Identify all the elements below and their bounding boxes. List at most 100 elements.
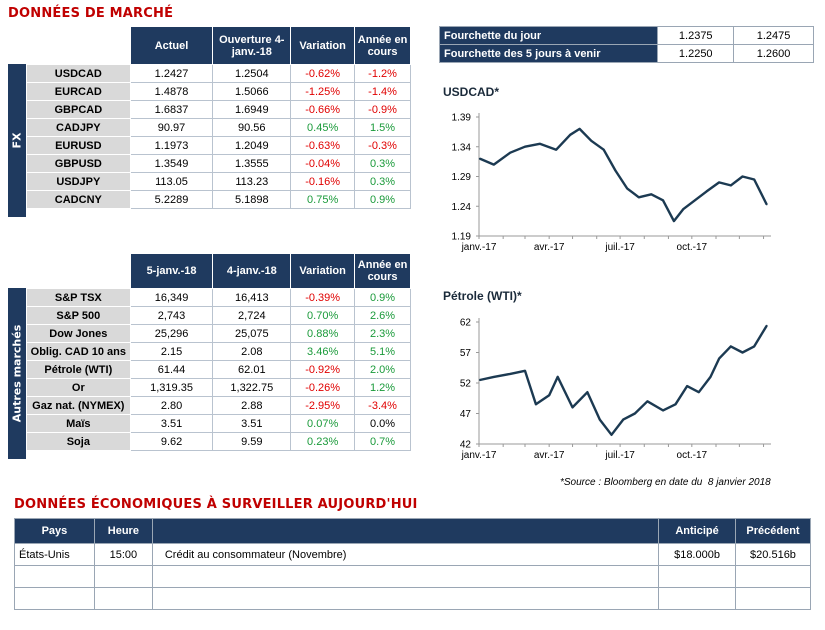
fx-col-header: Variation (290, 26, 356, 65)
row-label: S&P TSX (26, 288, 131, 307)
row-label: Soja (26, 432, 131, 451)
eco-title: DONNÉES ÉCONOMIQUES À SURVEILLER AUJOURD… (14, 497, 418, 512)
value-ytd: 0.7% (354, 432, 411, 451)
value-change: 0.88% (290, 324, 356, 343)
value-current: 1,319.35 (129, 378, 214, 397)
data-point (765, 203, 768, 206)
eco-header-precedent: Précédent (735, 518, 811, 544)
data-point (718, 181, 720, 184)
data-point (673, 220, 675, 222)
table-row: S&P TSX 16,349 16,413 -0.39% 0.9% (26, 288, 411, 307)
table-row: Soja 9.62 9.59 0.23% 0.7% (26, 432, 411, 451)
eco-heure (93, 565, 153, 588)
value-previous: 3.51 (212, 414, 292, 433)
eco-header-pays: Pays (14, 518, 95, 544)
x-tick-label: janv.-17 (461, 450, 497, 461)
table-row: Maïs 3.51 3.51 0.07% 0.0% (26, 414, 411, 433)
table-row: USDCAD 1.2427 1.2504 -0.62% -1.2% (26, 64, 411, 83)
data-point (753, 345, 756, 348)
range-label: Fourchette des 5 jours à venir (438, 44, 659, 63)
usdcad-chart-title: USDCAD* (443, 85, 500, 99)
data-point (662, 199, 664, 202)
eco-anticipe (658, 587, 736, 610)
y-tick-label: 1.19 (452, 232, 472, 243)
x-tick-label: juil.-17 (604, 242, 635, 253)
table-row: Dow Jones 25,296 25,075 0.88% 2.3% (26, 324, 411, 343)
table-row: GBPCAD 1.6837 1.6949 -0.66% -0.9% (26, 100, 411, 119)
row-label: GBPCAD (26, 100, 131, 119)
value-previous: 62.01 (212, 360, 292, 379)
eco-event (151, 587, 660, 610)
data-point (602, 148, 605, 151)
other-side-label: Autres marchés (8, 288, 26, 459)
data-point (634, 412, 636, 415)
usdcad-chart: 1.19 1.24 1.29 1.34 1.39 janv.-17 avr.-17 juil.… (452, 113, 771, 253)
other-markets-table: 5-janv.-18 4-janv.-18 Variation Année en… (26, 253, 411, 451)
value-current: 1.4878 (129, 82, 214, 101)
table-row (14, 565, 811, 588)
other-col-header: 4-janv.-18 (212, 253, 292, 289)
eco-precedent (735, 587, 811, 610)
row-label: CADJPY (26, 118, 131, 137)
row-label: EURCAD (26, 82, 131, 101)
data-point (538, 142, 541, 145)
market-title: DONNÉES DE MARCHÉ (8, 6, 174, 21)
data-point (492, 163, 495, 166)
series-line (479, 127, 768, 223)
value-change: -0.92% (290, 360, 356, 379)
other-col-header: 5-janv.-18 (129, 253, 214, 289)
eco-precedent: $20.516b (735, 543, 811, 566)
data-point (697, 391, 700, 394)
y-tick-label: 1.39 (452, 113, 472, 124)
data-point (478, 157, 481, 160)
value-previous: 1.2504 (212, 64, 292, 83)
value-ytd: -1.4% (354, 82, 411, 101)
data-point (524, 369, 526, 372)
eco-heure (93, 587, 153, 610)
x-tick-label: avr.-17 (534, 242, 565, 253)
row-label: CADCNY (26, 190, 131, 209)
table-row: S&P 500 2,743 2,724 0.70% 2.6% (26, 306, 411, 325)
row-label: Pétrole (WTI) (26, 360, 131, 379)
y-tick-label: 62 (460, 318, 472, 329)
row-label: Gaz nat. (NYMEX) (26, 396, 131, 415)
eco-header-event (151, 518, 660, 544)
value-ytd: 0.3% (354, 172, 411, 191)
data-point (741, 175, 744, 178)
y-tick-label: 42 (460, 440, 472, 451)
range-high: 1.2475 (733, 26, 814, 45)
other-col-header: Variation (290, 253, 356, 289)
value-previous: 1.2049 (212, 136, 292, 155)
data-point (548, 394, 551, 397)
eco-header-heure: Heure (93, 518, 153, 544)
row-label: S&P 500 (26, 306, 131, 325)
value-current: 2.80 (129, 396, 214, 415)
fx-table: Actuel Ouverture 4-janv.-18 Variation An… (26, 26, 411, 209)
value-previous: 90.56 (212, 118, 292, 137)
value-ytd: 2.6% (354, 306, 411, 325)
row-label: USDCAD (26, 64, 131, 83)
value-current: 90.97 (129, 118, 214, 137)
data-point (614, 169, 617, 172)
value-ytd: -0.3% (354, 136, 411, 155)
value-current: 1.3549 (129, 154, 214, 173)
data-point (741, 351, 744, 354)
source-note: *Source : Bloomberg en date du 8 janvier… (560, 477, 771, 488)
data-point (718, 357, 720, 360)
value-ytd: 0.0% (354, 414, 411, 433)
other-col-header: Année en cours (354, 253, 411, 289)
value-change: 0.45% (290, 118, 356, 137)
value-previous: 1.3555 (212, 154, 292, 173)
eco-table: Pays Heure Anticipé Précédent États-Unis… (14, 518, 811, 610)
table-row: Gaz nat. (NYMEX) 2.80 2.88 -2.95% -3.4% (26, 396, 411, 415)
data-point (705, 190, 708, 193)
range-low: 1.2375 (657, 26, 735, 45)
value-change: -0.66% (290, 100, 356, 119)
data-point (598, 418, 601, 421)
data-point (662, 409, 664, 412)
data-point (674, 403, 677, 406)
data-point (478, 379, 481, 381)
value-ytd: 2.0% (354, 360, 411, 379)
eco-pays (14, 587, 95, 610)
value-current: 1.2427 (129, 64, 214, 83)
